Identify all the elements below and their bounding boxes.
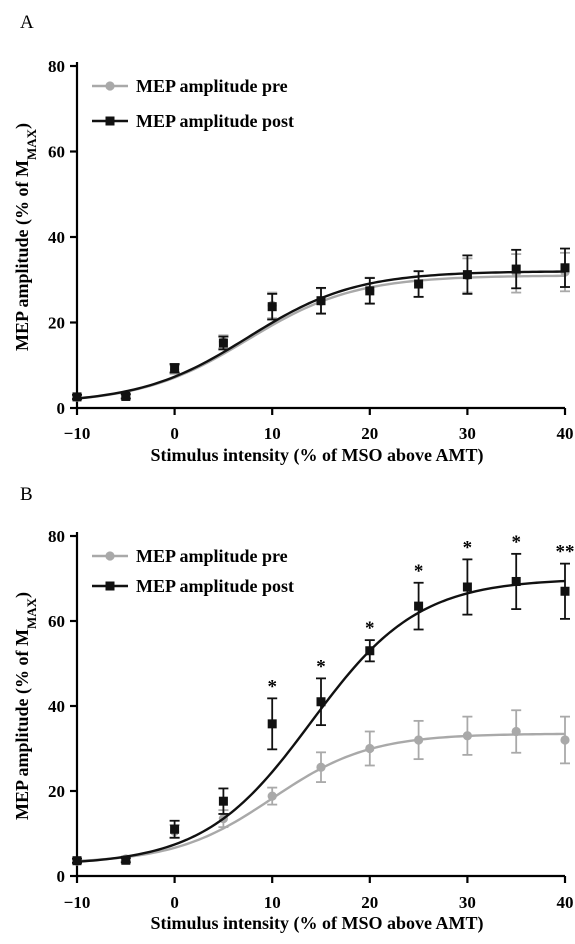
y-tick-label: 40 (48, 697, 65, 716)
series-post (72, 552, 570, 866)
significance-marker: ** (556, 542, 575, 563)
legend: MEP amplitude pre MEP amplitude post (92, 546, 294, 596)
legend-marker-post (105, 581, 115, 591)
y-axis-label-subscript: MAX (24, 128, 39, 160)
x-tick-label: 40 (557, 893, 574, 912)
significance-marker: * (365, 618, 375, 639)
x-tick-label: 10 (264, 893, 281, 912)
data-point-post (511, 576, 521, 586)
data-point-pre (316, 762, 326, 772)
data-point-post (218, 338, 228, 348)
panel-label: B (20, 484, 33, 505)
x-axis-label: Stimulus intensity (% of MSO above AMT) (150, 913, 483, 934)
y-tick-label: 80 (48, 57, 65, 76)
significance-marker: * (511, 532, 521, 553)
y-tick-label: 40 (48, 228, 65, 247)
legend-entry: MEP amplitude post (136, 111, 294, 131)
x-tick-label: 20 (361, 424, 378, 443)
x-tick-label: 30 (459, 424, 476, 443)
legend: MEP amplitude pre MEP amplitude post (92, 76, 294, 131)
data-point-pre (511, 726, 521, 737)
y-tick-label: 20 (48, 314, 65, 333)
data-point-post (267, 719, 277, 729)
significance-marker: * (316, 656, 326, 677)
data-point-post (218, 796, 228, 806)
legend-marker-pre (105, 81, 115, 91)
y-axis-label-subscript: MAX (24, 597, 39, 629)
data-point-post (170, 363, 180, 373)
data-point-post (414, 279, 424, 289)
y-tick-label: 60 (48, 143, 65, 162)
series-post (72, 247, 570, 402)
data-point-post (267, 302, 277, 312)
chart-panel-b: B 0 20 40 60 80 −10 0 10 20 30 40 Stimulus intensity… (12, 484, 575, 934)
x-tick-label: −10 (64, 893, 91, 912)
legend-entry: MEP amplitude pre (136, 76, 288, 96)
x-axis-label: Stimulus intensity (% of MSO above AMT) (150, 445, 483, 466)
data-point-post (414, 601, 424, 611)
data-point-post (511, 264, 521, 274)
x-tick-label: 10 (264, 424, 281, 443)
legend-marker-post (105, 116, 115, 126)
data-point-post (121, 391, 131, 401)
y-axis-label-close: ) (12, 123, 33, 129)
x-tick-label: 40 (557, 424, 574, 443)
y-axis-label-main: MEP amplitude (% of M (12, 160, 33, 351)
data-point-post (121, 855, 131, 865)
y-axis-label: MEP amplitude (% of MMAX) (12, 592, 39, 820)
data-point-pre (414, 735, 424, 745)
y-tick-label: 20 (48, 782, 65, 801)
data-point-post (365, 286, 375, 296)
data-point-pre (560, 735, 570, 745)
x-tick-label: −10 (64, 424, 91, 443)
chart-panel-a: A 0 20 40 60 80 −10 0 10 20 30 40 Stimulus intensity… (12, 12, 574, 466)
significance-marker: * (414, 561, 424, 582)
series-pre (72, 251, 570, 402)
data-point-pre (267, 791, 277, 801)
legend-entry: MEP amplitude post (136, 576, 294, 596)
y-tick-label: 60 (48, 612, 65, 631)
data-point-pre (462, 731, 472, 741)
legend-entry: MEP amplitude pre (136, 546, 288, 566)
y-tick-label: 0 (57, 867, 66, 886)
data-point-post (72, 392, 82, 402)
data-point-post (462, 582, 472, 592)
data-point-post (365, 646, 375, 656)
data-point-post (462, 270, 472, 280)
data-point-post (560, 586, 570, 596)
x-tick-label: 30 (459, 893, 476, 912)
y-axis-label: MEP amplitude (% of MMAX) (12, 123, 39, 351)
y-tick-label: 80 (48, 527, 65, 546)
data-point-post (72, 856, 82, 866)
data-point-pre (365, 743, 375, 754)
significance-marker: * (463, 537, 473, 558)
panel-label: A (20, 12, 34, 33)
data-point-post (316, 296, 326, 306)
data-point-post (560, 263, 570, 273)
x-tick-label: 0 (170, 893, 179, 912)
data-point-post (316, 697, 326, 707)
x-tick-label: 0 (170, 424, 179, 443)
legend-marker-pre (105, 551, 115, 561)
significance-marker: * (267, 676, 277, 697)
y-axis-label-main: MEP amplitude (% of M (12, 629, 33, 820)
series-pre (72, 709, 570, 866)
x-tick-label: 20 (361, 893, 378, 912)
data-point-post (170, 824, 180, 834)
y-axis-label-close: ) (12, 592, 33, 598)
y-tick-label: 0 (57, 399, 66, 418)
